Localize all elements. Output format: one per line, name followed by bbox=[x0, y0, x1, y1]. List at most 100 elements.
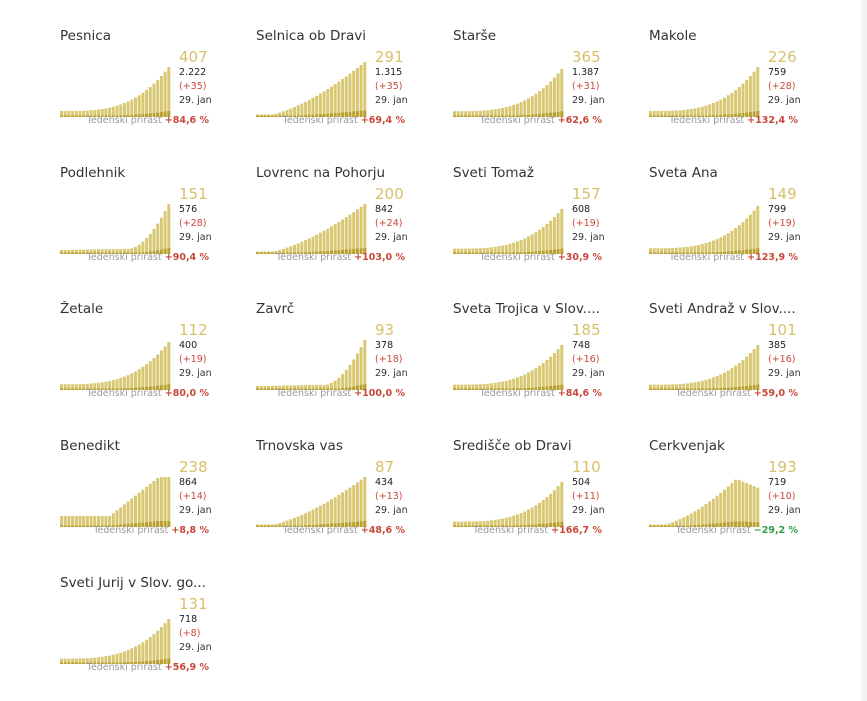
bar-new bbox=[63, 115, 67, 117]
bar-new bbox=[318, 251, 322, 254]
bar-total bbox=[137, 369, 141, 390]
weekly-growth: Tedenski prirast +48,6 % bbox=[256, 525, 405, 536]
bar-new bbox=[689, 388, 693, 390]
bar-new bbox=[115, 115, 119, 117]
bar-total bbox=[108, 249, 112, 254]
bar-new bbox=[663, 525, 667, 527]
bar-total bbox=[148, 87, 152, 117]
bar-total bbox=[167, 342, 171, 390]
bar-new bbox=[656, 252, 660, 254]
trend-bar-chart bbox=[60, 477, 171, 527]
cumulative-cases: 1.315 bbox=[375, 67, 403, 78]
date-label: 29. jan bbox=[768, 232, 801, 243]
bar-total bbox=[737, 363, 741, 390]
cumulative-cases: 608 bbox=[572, 204, 591, 215]
weekly-growth-label: Tedenski prirast bbox=[276, 252, 352, 263]
bar-total bbox=[697, 381, 701, 390]
bar-total bbox=[152, 358, 156, 390]
bar-new bbox=[486, 525, 490, 527]
bar-total bbox=[538, 91, 542, 117]
bar-total bbox=[730, 368, 734, 390]
bar-total bbox=[693, 382, 697, 390]
bar-new bbox=[307, 388, 311, 390]
bar-new bbox=[167, 658, 171, 664]
bar-new bbox=[649, 252, 652, 254]
bar-total bbox=[752, 210, 756, 254]
bar-new bbox=[471, 115, 475, 117]
bar-new bbox=[159, 521, 163, 527]
bar-new bbox=[682, 388, 686, 390]
bar-total bbox=[700, 506, 704, 527]
daily-delta: (+19) bbox=[572, 218, 600, 229]
stats-column: 110 504 (+11) 29. jan bbox=[572, 459, 632, 518]
bar-new bbox=[74, 115, 78, 117]
bar-total bbox=[497, 108, 501, 117]
trend-bar-chart bbox=[256, 477, 367, 527]
bar-new bbox=[285, 388, 289, 390]
bar-total bbox=[493, 382, 497, 390]
bar-total bbox=[130, 99, 134, 117]
bar-total bbox=[478, 384, 482, 390]
bar-new bbox=[167, 111, 171, 117]
bar-total bbox=[300, 385, 304, 390]
trend-bar-chart bbox=[256, 340, 367, 390]
bar-new bbox=[471, 252, 475, 254]
municipality-card: Sveti Andraž v Slov.... 101 385 (+16) 29. ja… bbox=[649, 301, 839, 421]
bar-total bbox=[471, 111, 475, 117]
bar-new bbox=[674, 388, 678, 390]
bar-new bbox=[734, 521, 738, 527]
bar-total bbox=[530, 507, 534, 527]
bar-total bbox=[556, 349, 560, 390]
bar-new bbox=[656, 525, 660, 527]
bar-total bbox=[145, 486, 149, 527]
bar-total bbox=[527, 236, 530, 254]
bar-total bbox=[475, 521, 479, 527]
bar-total bbox=[475, 384, 479, 390]
bar-new bbox=[734, 250, 738, 254]
bar-total bbox=[341, 374, 345, 390]
bar-new bbox=[363, 110, 367, 117]
bar-new bbox=[104, 252, 108, 254]
bar-total bbox=[307, 238, 311, 254]
municipality-card: Makole 226 759 (+28) 29. jan Tedenski prirast… bbox=[649, 28, 839, 148]
bar-total bbox=[148, 637, 152, 664]
bar-total bbox=[100, 516, 104, 527]
bar-new bbox=[104, 525, 108, 527]
bar-total bbox=[167, 204, 171, 254]
bar-total bbox=[538, 229, 542, 254]
bar-new bbox=[482, 388, 486, 390]
bar-total bbox=[289, 108, 293, 117]
active-cases: 149 bbox=[768, 185, 797, 203]
bar-new bbox=[715, 388, 719, 390]
bar-new bbox=[163, 111, 167, 117]
bar-total bbox=[697, 509, 701, 527]
bar-new bbox=[660, 115, 664, 117]
bar-new bbox=[141, 661, 145, 664]
bar-total bbox=[115, 510, 119, 527]
weekly-growth: Tedenski prirast +166,7 % bbox=[453, 525, 602, 536]
bar-new bbox=[274, 388, 278, 390]
bar-new bbox=[752, 385, 756, 390]
bar-total bbox=[304, 240, 308, 254]
bar-total bbox=[490, 247, 493, 254]
bar-total bbox=[497, 519, 501, 527]
bar-new bbox=[530, 114, 534, 117]
bar-new bbox=[89, 388, 93, 390]
bar-total bbox=[682, 110, 686, 117]
bar-new bbox=[523, 525, 527, 527]
bar-new bbox=[122, 252, 126, 254]
bar-total bbox=[741, 83, 745, 117]
stats-column: 112 400 (+19) 29. jan bbox=[179, 322, 239, 381]
bar-new bbox=[270, 388, 274, 390]
bar-new bbox=[78, 525, 82, 527]
bar-total bbox=[74, 516, 78, 527]
bar-new bbox=[93, 662, 97, 664]
bar-new bbox=[497, 115, 501, 117]
stats-column: 365 1.387 (+31) 29. jan bbox=[572, 49, 632, 108]
weekly-growth: Tedenski prirast +8,8 % bbox=[60, 525, 209, 536]
bar-total bbox=[148, 233, 152, 254]
bar-total bbox=[104, 249, 108, 254]
bar-new bbox=[85, 662, 89, 664]
bar-total bbox=[756, 67, 760, 117]
bar-new bbox=[486, 252, 490, 254]
